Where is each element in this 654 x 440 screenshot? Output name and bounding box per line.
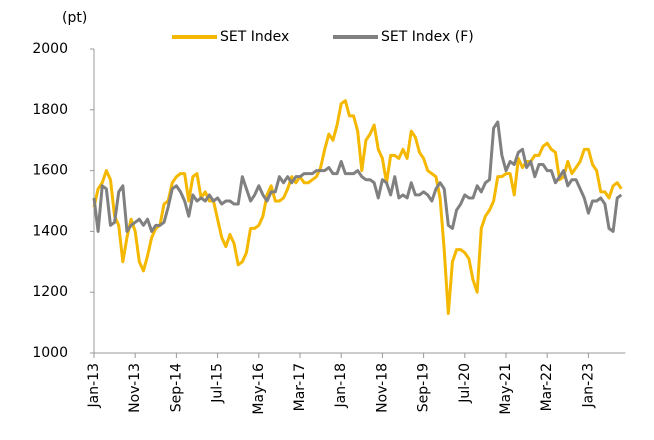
x-tick-label: Nov-13 bbox=[127, 363, 143, 413]
y-tick-label: 1000 bbox=[32, 345, 68, 361]
x-tick-label: Jul-20 bbox=[457, 363, 473, 404]
x-tick-label: Sep-19 bbox=[416, 363, 432, 412]
series-line bbox=[92, 99, 623, 315]
y-tick-label: 1200 bbox=[32, 284, 68, 300]
series-line bbox=[92, 120, 623, 233]
legend-label: SET Index bbox=[220, 29, 289, 45]
y-tick-label: 1400 bbox=[32, 223, 68, 239]
x-tick-label: Mar-17 bbox=[292, 363, 308, 411]
x-tick-label: Jul-15 bbox=[210, 363, 226, 404]
legend-label: SET Index (F) bbox=[381, 29, 474, 45]
x-tick-label: Jan-13 bbox=[86, 363, 102, 408]
x-tick-label: Jan-23 bbox=[580, 363, 596, 408]
x-tick-label: May-16 bbox=[251, 363, 267, 415]
x-tick-label: Jan-18 bbox=[333, 363, 349, 408]
x-tick-label: Nov-18 bbox=[374, 363, 390, 413]
y-axis-label: (pt) bbox=[62, 10, 87, 26]
x-tick-label: Sep-14 bbox=[168, 363, 184, 412]
y-tick-label: 1800 bbox=[32, 102, 68, 118]
x-tick-label: May-21 bbox=[498, 363, 514, 415]
y-tick-label: 2000 bbox=[32, 41, 68, 57]
y-tick-label: 1600 bbox=[32, 163, 68, 179]
x-tick-label: Mar-22 bbox=[539, 363, 555, 411]
